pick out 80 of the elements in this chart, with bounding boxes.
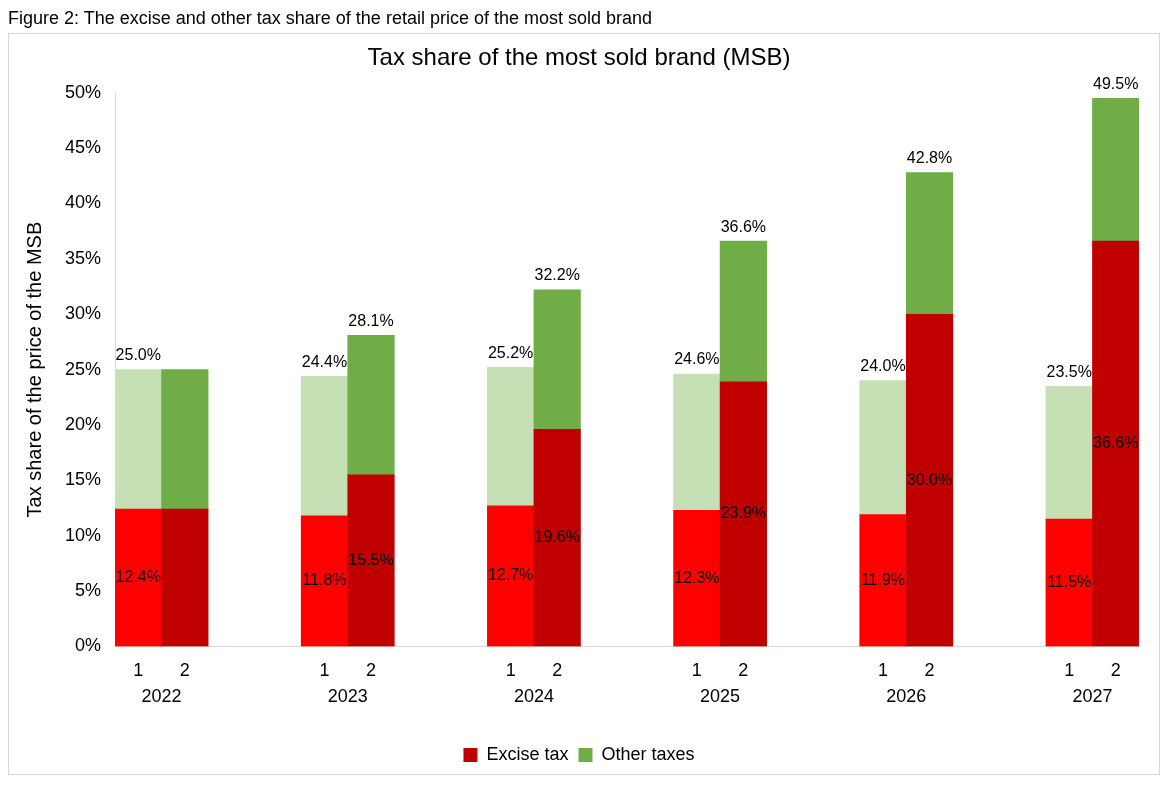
x-tick-label: 2 — [924, 660, 935, 681]
data-label: 12.3% — [674, 568, 720, 586]
bar — [487, 505, 535, 647]
bar — [673, 373, 721, 511]
bar — [347, 474, 395, 647]
text: 2024 — [513, 686, 554, 707]
x-tick-label: 1 — [319, 660, 330, 681]
bar — [905, 313, 954, 647]
y-tick-label: 25% — [65, 358, 102, 379]
bar — [859, 380, 907, 515]
x-tick-label: 1 — [133, 660, 144, 681]
y-tick-label: 10% — [65, 524, 102, 545]
data-label: 11.8% — [302, 571, 347, 589]
text: 2026 — [886, 686, 927, 707]
data-label: 12.4% — [115, 568, 161, 586]
chart-title: Tax share of the most sold brand (MSB) — [367, 43, 791, 71]
total-label: 23.5% — [1046, 362, 1092, 380]
text: 2023 — [327, 686, 368, 707]
y-tick-label: 45% — [65, 137, 102, 158]
total-label: 49.5% — [1093, 74, 1139, 92]
bar — [533, 429, 581, 647]
data-label: 11.5% — [1047, 573, 1092, 591]
x-tick-label: 1 — [691, 660, 702, 681]
bar — [533, 289, 581, 430]
total-label: 25.0% — [115, 346, 161, 364]
y-tick-label: 40% — [65, 192, 102, 213]
data-label: 30.0% — [906, 470, 953, 488]
y-axis-title: Tax share of the price of the MSB — [22, 221, 45, 518]
bar — [115, 369, 162, 510]
data-label: 36.6% — [1093, 434, 1139, 452]
x-tick-label: 1 — [1064, 660, 1075, 681]
bar — [300, 515, 349, 647]
text: 2027 — [1072, 686, 1113, 707]
bar — [115, 508, 162, 647]
total-label: 36.6% — [720, 217, 767, 235]
x-tick-label: 2 — [179, 660, 190, 681]
bar — [347, 334, 395, 476]
text: 2022 — [141, 686, 182, 707]
x-tick-label: 1 — [505, 660, 516, 681]
x-tick-label: 2 — [1110, 660, 1121, 681]
data-label: 15.5% — [348, 551, 394, 568]
data-label: 23.9% — [720, 504, 767, 522]
bar — [300, 375, 349, 517]
text: 2025 — [700, 686, 741, 707]
y-tick-label: 0% — [75, 635, 102, 656]
bar — [487, 367, 535, 507]
total-label: 25.2% — [487, 343, 534, 361]
total-label: 24.4% — [301, 352, 348, 370]
bar — [905, 172, 954, 315]
bar — [719, 381, 767, 647]
x-tick-label: 2 — [552, 660, 563, 681]
x-tick-label: 2 — [738, 660, 749, 681]
y-tick-label: 30% — [65, 303, 102, 324]
total-label: 24.0% — [860, 357, 906, 375]
data-label: 11.9% — [860, 570, 906, 588]
bar — [1092, 98, 1139, 242]
x-tick-label: 2 — [366, 660, 377, 681]
bar — [161, 369, 209, 510]
bar — [719, 240, 767, 383]
y-tick-label: 35% — [65, 247, 102, 268]
bar — [161, 508, 209, 647]
x-tick-label: 1 — [878, 660, 889, 681]
bar — [859, 514, 907, 647]
y-tick-label: 20% — [65, 413, 102, 434]
data-label: 19.6% — [534, 528, 580, 546]
legend-label: Other taxes — [601, 743, 695, 764]
bar — [1045, 518, 1093, 647]
bar — [1045, 385, 1093, 520]
bar — [673, 509, 721, 647]
legend-label: Excise tax — [486, 743, 569, 764]
bar — [1092, 240, 1139, 647]
y-tick-label: 50% — [65, 81, 102, 102]
total-label: 28.1% — [348, 311, 394, 329]
total-label: 24.6% — [674, 350, 720, 368]
data-label: 12.7% — [487, 566, 534, 584]
caption: Figure 2: The excise and other tax share of the retail price of the most sold brand — [8, 8, 654, 29]
y-tick-label: 5% — [75, 580, 102, 601]
y-tick-label: 15% — [65, 469, 102, 490]
total-label: 32.2% — [534, 266, 580, 284]
total-label: 42.8% — [906, 148, 953, 166]
